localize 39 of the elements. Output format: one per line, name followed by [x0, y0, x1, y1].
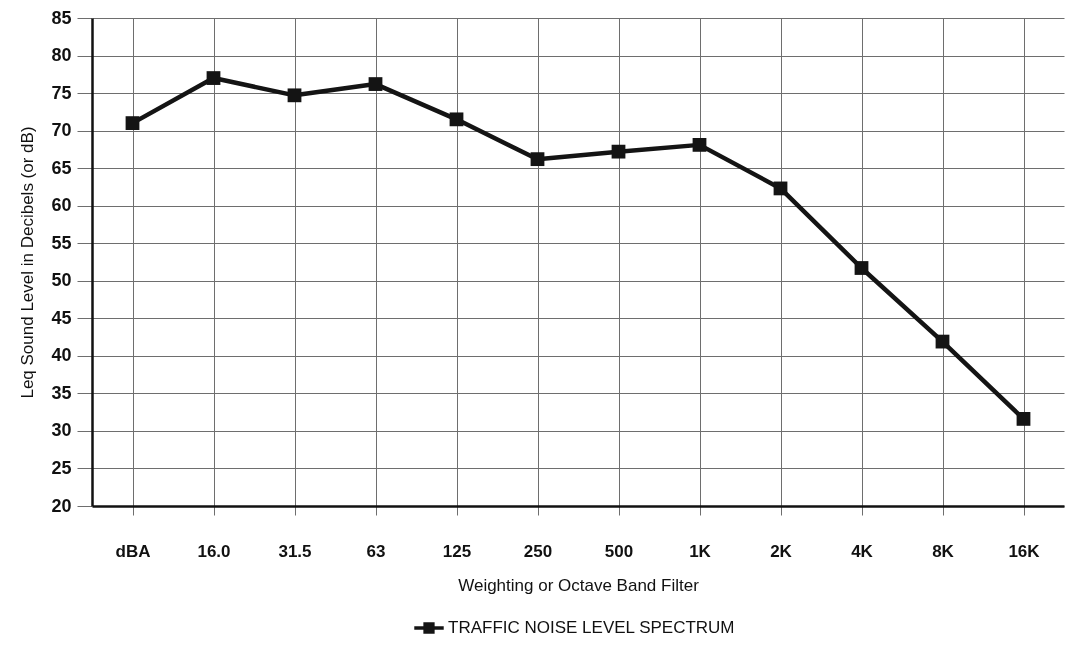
y-tick-label: 40	[51, 345, 72, 366]
x-tick-label: dBA	[115, 541, 151, 561]
y-tick-label: 45	[51, 307, 72, 328]
y-tick-label: 80	[51, 45, 72, 66]
point	[611, 144, 626, 159]
point	[368, 77, 383, 91]
point	[530, 152, 545, 167]
y-tick-label: 20	[51, 495, 72, 516]
y-axis-title: Leq Sound Level in Decibels (or dB)	[18, 126, 38, 399]
point	[692, 137, 707, 152]
y-tick-label: 60	[51, 195, 72, 216]
x-tick-label: 16.0	[197, 541, 231, 561]
y-tick-label: 65	[51, 157, 72, 178]
y-tick-label: 75	[51, 82, 72, 103]
x-tick-label: 1K	[689, 541, 712, 561]
x-tick-label: 63	[366, 541, 386, 561]
x-tick-label: 125	[442, 541, 472, 561]
point	[854, 261, 869, 275]
x-tick-label: 16K	[1008, 541, 1041, 561]
x-axis-title: Weighting or Octave Band Filter	[458, 575, 700, 595]
x-tick-label: 2K	[770, 541, 793, 561]
point	[449, 112, 464, 127]
point	[206, 71, 221, 85]
y-tick-label: 70	[51, 120, 72, 141]
y-tick-label: 85	[51, 7, 72, 28]
x-tick-label: 8K	[932, 541, 955, 561]
legend-label: TRAFFIC NOISE LEVEL SPECTRUM	[448, 618, 735, 637]
x-tick-label: 250	[523, 541, 553, 561]
point	[125, 116, 140, 130]
x-tick-label: 500	[604, 541, 634, 561]
x-tick-label: 31.5	[278, 541, 312, 561]
y-tick-label: 30	[51, 420, 72, 441]
x-tick-label: 4K	[851, 541, 874, 561]
point	[287, 88, 302, 103]
y-tick-label: 35	[51, 382, 72, 403]
point	[1016, 412, 1031, 426]
y-tick-label: 25	[51, 457, 72, 478]
y-tick-label: 55	[51, 232, 72, 253]
y-tick-label: 50	[51, 270, 72, 291]
